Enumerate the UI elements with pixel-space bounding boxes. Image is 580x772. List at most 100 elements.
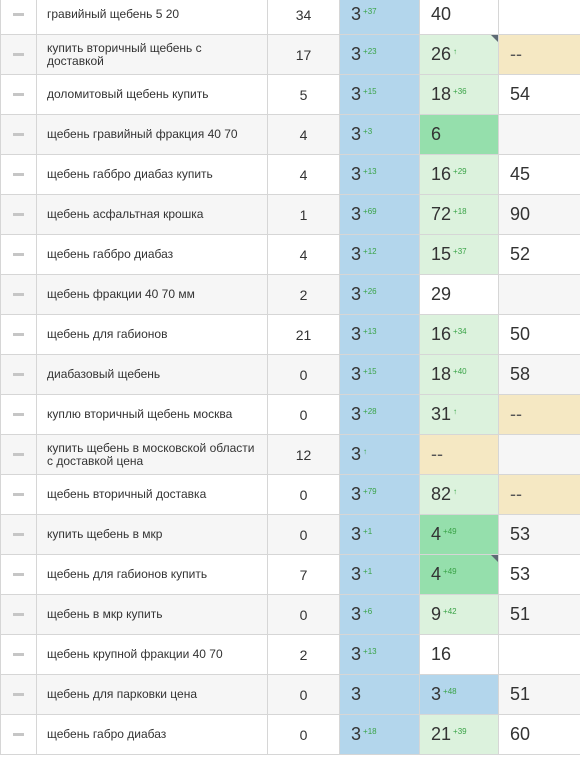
position-value: 3	[351, 604, 362, 624]
row-drag-handle[interactable]	[0, 74, 37, 115]
drag-handle-icon[interactable]	[13, 132, 24, 136]
query-cell: щебень для габионов	[36, 314, 268, 355]
drag-handle-icon[interactable]	[13, 332, 24, 336]
table-row[interactable]: щебень крупной фракции 40 70 2 3 +13 16	[0, 634, 580, 675]
table-row[interactable]: купить вторичный щебень с доставкой 17 3 +2…	[0, 34, 580, 75]
query-cell: щебень габбро диабаз	[36, 234, 268, 275]
position-delta: +1	[363, 566, 373, 576]
frequency-cell: 2	[267, 274, 340, 315]
drag-handle-icon[interactable]	[13, 692, 24, 696]
row-drag-handle[interactable]	[0, 394, 37, 435]
frequency-value: 0	[299, 606, 308, 623]
row-drag-handle[interactable]	[0, 154, 37, 195]
row-drag-handle[interactable]	[0, 554, 37, 595]
table-row[interactable]: щебень габбро диабаз 4 3 +12 15 +37 52	[0, 234, 580, 275]
query-cell: щебень фракции 40 70 мм	[36, 274, 268, 315]
position-cell-1: 3 +6	[339, 594, 420, 635]
frequency-cell: 0	[267, 474, 340, 515]
drag-handle-icon[interactable]	[13, 92, 24, 96]
row-drag-handle[interactable]	[0, 274, 37, 315]
drag-handle-icon[interactable]	[13, 652, 24, 656]
table-row[interactable]: щебень фракции 40 70 мм 2 3 +26 29	[0, 274, 580, 315]
drag-handle-icon[interactable]	[13, 292, 24, 296]
row-drag-handle[interactable]	[0, 234, 37, 275]
table-row[interactable]: гравийный щебень 5 20 34 3 +37 40	[0, 0, 580, 35]
drag-handle-icon[interactable]	[13, 252, 24, 256]
row-drag-handle[interactable]	[0, 514, 37, 555]
row-drag-handle[interactable]	[0, 0, 37, 35]
position-delta: +79	[363, 486, 377, 496]
table-row[interactable]: щебень гравийный фракция 40 70 4 3 +3 6	[0, 114, 580, 155]
frequency-value: 4	[299, 166, 308, 183]
position-cell-3	[498, 0, 580, 35]
row-drag-handle[interactable]	[0, 634, 37, 675]
frequency-cell: 5	[267, 74, 340, 115]
table-row[interactable]: щебень в мкр купить 0 3 +6 9 +42 51	[0, 594, 580, 635]
row-drag-handle[interactable]	[0, 354, 37, 395]
row-drag-handle[interactable]	[0, 714, 37, 755]
position-delta: +48	[443, 686, 457, 696]
position-cell-3: 60	[498, 714, 580, 755]
table-row[interactable]: щебень для габионов 21 3 +13 16 +34 50	[0, 314, 580, 355]
position-value: 50	[510, 324, 531, 344]
position-delta: +12	[363, 246, 377, 256]
position-cell-3	[498, 114, 580, 155]
drag-handle-icon[interactable]	[13, 732, 24, 736]
position-value: 21	[431, 724, 452, 744]
position-delta: +1	[363, 526, 373, 536]
row-drag-handle[interactable]	[0, 434, 37, 475]
drag-handle-icon[interactable]	[13, 532, 24, 536]
table-row[interactable]: доломитовый щебень купить 5 3 +15 18 +36 54	[0, 74, 580, 115]
table-row[interactable]: щебень габро диабаз 0 3 +18 21 +39 60	[0, 714, 580, 755]
position-cell-1: 3 +15	[339, 74, 420, 115]
position-cell-3: --	[498, 474, 580, 515]
position-cell-1: 3 +13	[339, 314, 420, 355]
row-drag-handle[interactable]	[0, 314, 37, 355]
position-value: 3	[351, 4, 362, 24]
drag-handle-icon[interactable]	[13, 372, 24, 376]
row-drag-handle[interactable]	[0, 194, 37, 235]
row-drag-handle[interactable]	[0, 674, 37, 715]
position-delta: +40	[453, 366, 467, 376]
position-cell-3: 51	[498, 674, 580, 715]
table-row[interactable]: диабазовый щебень 0 3 +15 18 +40 58	[0, 354, 580, 395]
row-drag-handle[interactable]	[0, 114, 37, 155]
frequency-cell: 4	[267, 114, 340, 155]
position-delta: +3	[363, 126, 373, 136]
table-row[interactable]: куплю вторичный щебень москва 0 3 +28 31 ↑ --	[0, 394, 580, 435]
position-value: 3	[351, 244, 362, 264]
query-text: щебень для парковки цена	[47, 687, 198, 701]
table-row[interactable]: щебень для габионов купить 7 3 +1 4 +49 53	[0, 554, 580, 595]
position-cell-2: 3 +48	[419, 674, 499, 715]
row-drag-handle[interactable]	[0, 474, 37, 515]
drag-handle-icon[interactable]	[13, 612, 24, 616]
drag-handle-icon[interactable]	[13, 172, 24, 176]
frequency-value: 5	[299, 86, 308, 103]
drag-handle-icon[interactable]	[13, 52, 24, 56]
table-row[interactable]: щебень габбро диабаз купить 4 3 +13 16 +29 45	[0, 154, 580, 195]
drag-handle-icon[interactable]	[13, 412, 24, 416]
row-drag-handle[interactable]	[0, 594, 37, 635]
table-row[interactable]: купить щебень в мкр 0 3 +1 4 +49 53	[0, 514, 580, 555]
table-row[interactable]: щебень для парковки цена 0 3 3 +48 51	[0, 674, 580, 715]
drag-handle-icon[interactable]	[13, 452, 24, 456]
frequency-cell: 2	[267, 634, 340, 675]
position-cell-2: 16 +29	[419, 154, 499, 195]
drag-handle-icon[interactable]	[13, 12, 24, 16]
drag-handle-icon[interactable]	[13, 492, 24, 496]
drag-handle-icon[interactable]	[13, 212, 24, 216]
position-value: --	[510, 404, 522, 424]
row-drag-handle[interactable]	[0, 34, 37, 75]
table-row[interactable]: купить щебень в московской области с дос…	[0, 434, 580, 475]
table-row[interactable]: щебень асфальтная крошка 1 3 +69 72 +18 90	[0, 194, 580, 235]
table-row[interactable]: щебень вторичный доставка 0 3 +79 82 ↑ --	[0, 474, 580, 515]
position-value: 53	[510, 524, 531, 544]
query-cell: щебень габбро диабаз купить	[36, 154, 268, 195]
query-text: щебень габбро диабаз	[47, 247, 174, 261]
query-text: щебень крупной фракции 40 70	[47, 647, 223, 661]
position-delta: +13	[363, 646, 377, 656]
position-delta: +23	[363, 46, 377, 56]
query-text: щебень асфальтная крошка	[47, 207, 204, 221]
position-cell-3: 58	[498, 354, 580, 395]
drag-handle-icon[interactable]	[13, 572, 24, 576]
